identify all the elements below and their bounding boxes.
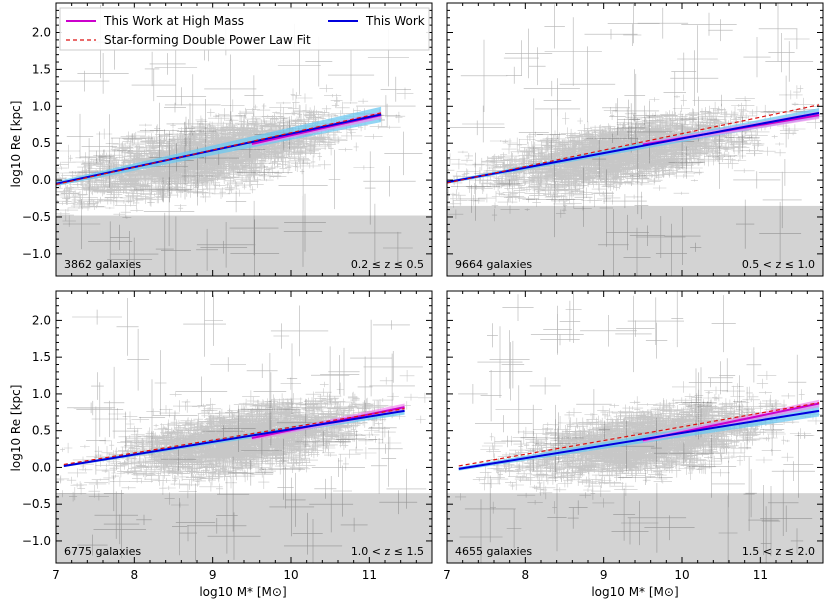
shaded-region bbox=[447, 493, 823, 563]
outlier-error-bars bbox=[67, 291, 427, 563]
y-tick-label: 1.5 bbox=[32, 62, 51, 76]
x-tick-label: 9 bbox=[600, 568, 608, 582]
this-work-line bbox=[458, 409, 820, 470]
this-work-line bbox=[55, 113, 382, 185]
double-power-law-line bbox=[63, 408, 405, 466]
galaxy-count-label: 3862 galaxies bbox=[64, 258, 141, 271]
legend-label-double-power-law: Star-forming Double Power Law Fit bbox=[104, 33, 311, 47]
y-tick-label: −0.5 bbox=[22, 210, 51, 224]
x-tick-label: 10 bbox=[674, 568, 689, 582]
x-tick-label: 9 bbox=[209, 568, 217, 582]
redshift-label: 1.0 < z ≤ 1.5 bbox=[351, 545, 424, 558]
x-tick-label: 7 bbox=[52, 568, 60, 582]
x-tick-label: 8 bbox=[131, 568, 139, 582]
y-tick-label: 0.5 bbox=[32, 424, 51, 438]
ticks: 7 8 9 10 11 bbox=[443, 291, 823, 582]
shaded-region bbox=[56, 215, 432, 276]
y-axis-label-top: log10 Re [kpc] bbox=[9, 101, 23, 188]
ticks: −1.0 −0.5 0.0 0.5 1.0 1.5 2.0 bbox=[22, 3, 432, 276]
this-work-line bbox=[446, 111, 820, 184]
legend: This Work at High Mass This Work Star-fo… bbox=[59, 7, 430, 51]
error-bars bbox=[455, 370, 823, 514]
y-tick-label: 2.0 bbox=[32, 26, 51, 40]
panels-layer: −1.0 −0.5 0.0 0.5 1.0 1.5 2.0 3862 galaxies 0.2 … bbox=[22, 2, 824, 582]
x-tick-label: 8 bbox=[522, 568, 530, 582]
x-tick-label: 11 bbox=[362, 568, 377, 582]
ticks bbox=[446, 3, 823, 276]
scatter-cloud bbox=[56, 291, 432, 563]
y-tick-label: −1.0 bbox=[22, 247, 51, 261]
panel-1: −1.0 −0.5 0.0 0.5 1.0 1.5 2.0 3862 galaxies 0.2 … bbox=[22, 2, 433, 277]
y-tick-label: −1.0 bbox=[22, 534, 51, 548]
legend-frame bbox=[59, 7, 430, 51]
shaded-region bbox=[56, 493, 432, 563]
ticks: 7 8 9 10 11 −1.0 −0.5 0.0 0.5 1.0 1.5 2.0 bbox=[22, 291, 432, 582]
galaxy-count-label: 6775 galaxies bbox=[64, 545, 141, 558]
x-axis-label-left: log10 M* [M⊙] bbox=[199, 585, 286, 599]
redshift-label: 1.5 < z ≤ 2.0 bbox=[742, 545, 815, 558]
outlier-error-bars bbox=[449, 3, 814, 276]
redshift-label: 0.5 < z ≤ 1.0 bbox=[742, 258, 815, 271]
panel-3: 7 8 9 10 11 −1.0 −0.5 0.0 0.5 1.0 1.5 2.0 6775 galax… bbox=[22, 290, 433, 582]
y-tick-label: 0.0 bbox=[32, 460, 51, 474]
y-tick-label: 0.5 bbox=[32, 136, 51, 150]
double-power-law-line bbox=[458, 402, 820, 467]
shaded-region bbox=[447, 205, 823, 276]
y-axis-label-bottom: log10 Re [kpc] bbox=[9, 385, 23, 472]
y-tick-label: 2.0 bbox=[32, 313, 51, 327]
scatter-cloud bbox=[455, 291, 823, 563]
double-power-law-line bbox=[446, 104, 820, 184]
this-work-line bbox=[63, 409, 405, 467]
x-tick-label: 10 bbox=[283, 568, 298, 582]
y-tick-label: 1.0 bbox=[32, 99, 51, 113]
galaxy-count-label: 9664 galaxies bbox=[455, 258, 532, 271]
y-tick-label: 1.5 bbox=[32, 350, 51, 364]
x-axis-label-right: log10 M* [M⊙] bbox=[591, 585, 678, 599]
panel-2: 9664 galaxies 0.5 < z ≤ 1.0 bbox=[446, 2, 824, 277]
legend-label-high-mass: This Work at High Mass bbox=[103, 14, 244, 28]
panel-4: 7 8 9 10 11 4655 galaxies 1.5 < z ≤ 2.0 bbox=[443, 290, 824, 582]
x-tick-label: 11 bbox=[753, 568, 768, 582]
galaxy-count-label: 4655 galaxies bbox=[455, 545, 532, 558]
y-tick-label: 1.0 bbox=[32, 387, 51, 401]
y-tick-label: −0.5 bbox=[22, 497, 51, 511]
redshift-label: 0.2 ≤ z ≤ 0.5 bbox=[351, 258, 424, 271]
x-tick-label: 7 bbox=[443, 568, 451, 582]
outlier-error-bars bbox=[458, 291, 815, 563]
legend-label-this-work: This Work bbox=[365, 14, 425, 28]
y-tick-label: 0.0 bbox=[32, 173, 51, 187]
